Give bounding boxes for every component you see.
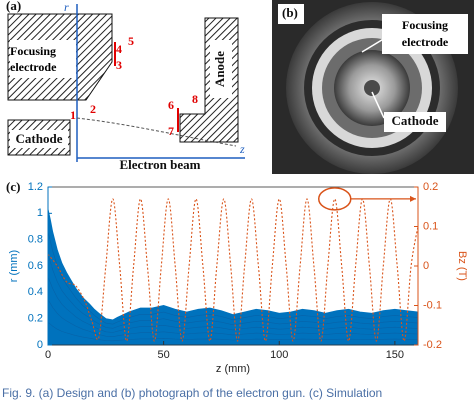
panel-c: (c) 0 50 100 150 0 0.2 0.4 0.6 0.8 1 1.2 -0.2 -0.1 0 0… (6, 179, 468, 375)
y-axis-label: r (mm) (8, 250, 20, 282)
pointer (361, 37, 386, 53)
caption: Fig. 9. (a) Design and (b) photograph of… (2, 386, 382, 400)
label-wrap: Focusing electrode (10, 44, 57, 74)
focusing-electrode-label: Focusing electrode (10, 44, 57, 74)
y-tick-label: 0.6 (28, 260, 43, 272)
panel-label: (c) (6, 179, 20, 194)
trajectory-texture (47, 322, 419, 342)
point-label: 8 (192, 92, 198, 106)
y-tick-label: 1 (37, 207, 43, 219)
x-tick-label: 50 (158, 349, 170, 361)
highlight-circle (318, 187, 352, 211)
pointer (371, 91, 385, 119)
trajectory-texture (47, 231, 419, 325)
y-tick-label: 0.8 (28, 234, 43, 246)
panel-label: (b) (282, 5, 298, 20)
y-tick-label: 0.4 (28, 286, 43, 298)
label-box (278, 4, 304, 24)
y2-tick-label: 0.1 (423, 220, 438, 232)
cathode-label: Cathode (392, 113, 439, 128)
label-box (384, 112, 446, 132)
trajectory-texture (47, 299, 419, 338)
y2-tick-label: -0.2 (423, 339, 442, 351)
axis-label: z (239, 142, 245, 156)
panel-a: (a) r z Focusing electrode Cathode Anode… (6, 0, 245, 172)
point-label: 1 (70, 108, 76, 122)
label-box (10, 40, 76, 78)
y-tick-label: 1.2 (28, 181, 43, 193)
point-label: 7 (168, 124, 174, 138)
trajectory-texture (47, 277, 419, 333)
label-box (10, 130, 68, 148)
y-tick-label: 0.2 (28, 313, 43, 325)
focusing-electrode-label: Focusing electrode (401, 18, 449, 49)
cathode-label: Cathode (16, 131, 63, 146)
beam-envelope-area (47, 209, 419, 346)
photo-center (364, 80, 380, 96)
anode-label: Anode (212, 51, 227, 87)
label-box (210, 40, 232, 98)
beam-label: Electron beam (120, 157, 201, 172)
x-tick-label: 150 (386, 349, 404, 361)
point-label: 2 (90, 102, 96, 116)
label-box (382, 14, 468, 54)
point-label: 3 (116, 58, 122, 72)
point-label: 6 (168, 98, 174, 112)
x-tick-label: 0 (45, 349, 51, 361)
label-wrap: Focusing electrode (401, 18, 449, 49)
point-label: 4 (116, 42, 122, 56)
point-label: 5 (128, 34, 134, 48)
highlight-arrowhead (410, 195, 416, 202)
y2-tick-label: 0 (423, 260, 429, 272)
y2-axis-label: Bz (T) (456, 251, 468, 281)
bz-line (47, 198, 419, 342)
y-tick-label: 0 (37, 339, 43, 351)
trajectory-texture (47, 254, 419, 329)
panel-b: (b) Focusing electrode Cathode (272, 0, 474, 174)
x-axis-label: z (mm) (216, 363, 250, 375)
x-tick-label: 100 (270, 349, 288, 361)
y2-tick-label: 0.2 (423, 181, 438, 193)
axis-label: r (64, 0, 69, 14)
panel-label: (a) (6, 0, 21, 13)
y2-tick-label: -0.1 (423, 299, 442, 311)
